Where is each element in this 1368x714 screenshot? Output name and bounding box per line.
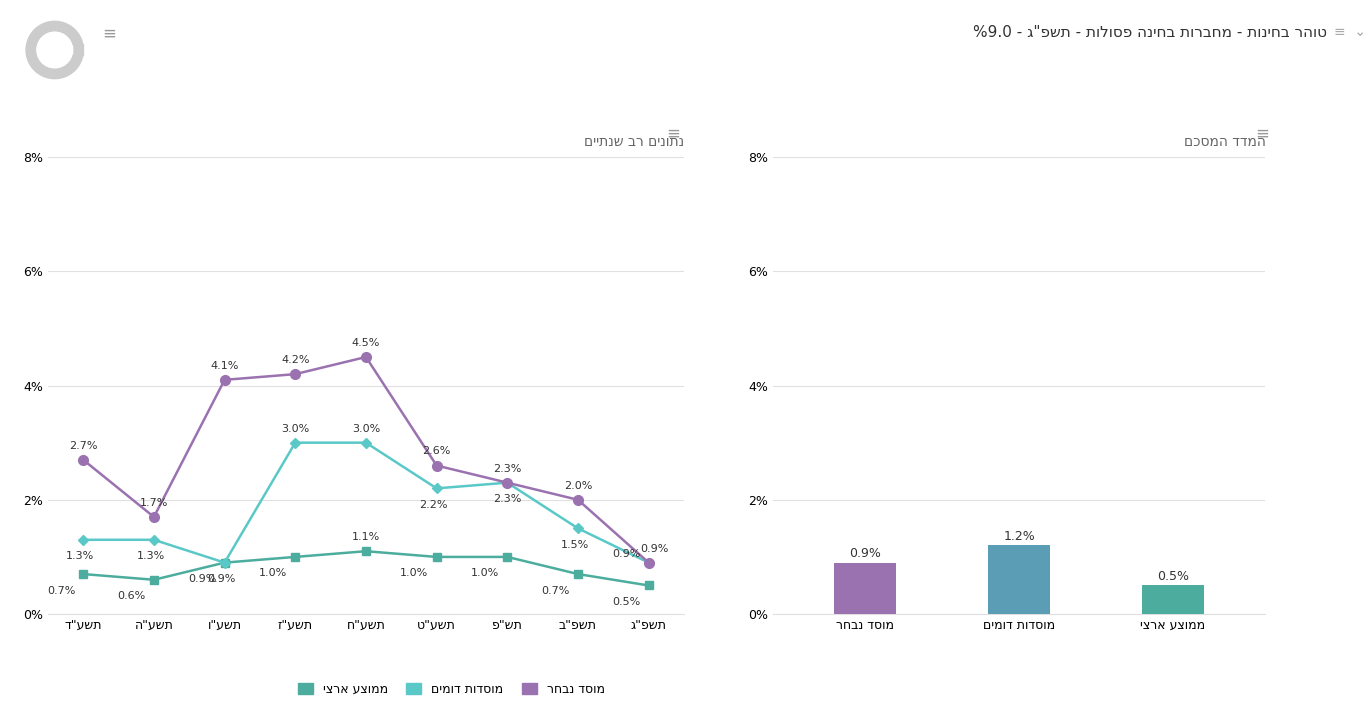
- Text: 2.7%: 2.7%: [68, 441, 97, 451]
- Text: 1.0%: 1.0%: [471, 568, 499, 578]
- Text: ≡: ≡: [1256, 125, 1270, 143]
- Text: 0.9%: 0.9%: [613, 549, 640, 559]
- Text: 3.0%: 3.0%: [282, 423, 309, 433]
- Text: 2.6%: 2.6%: [423, 446, 451, 456]
- Text: ≡: ≡: [103, 25, 116, 43]
- Text: םייתנש בר םינותנ: םייתנש בר םינותנ: [584, 135, 684, 149]
- Text: 1.0%: 1.0%: [259, 568, 287, 578]
- Text: %9.0 - ג"פשת - תולוספ הניחב תורבחמ - תוניחב רהוט: %9.0 - ג"פשת - תולוספ הניחב תורבחמ - תונ…: [973, 25, 1327, 40]
- Text: 0.5%: 0.5%: [613, 597, 640, 607]
- Text: 4.2%: 4.2%: [280, 355, 309, 365]
- Text: 0.9%: 0.9%: [189, 574, 216, 584]
- Text: 0.5%: 0.5%: [1157, 570, 1189, 583]
- Text: 3.0%: 3.0%: [352, 423, 380, 433]
- Text: 0.7%: 0.7%: [542, 585, 570, 595]
- Text: ≡  ⌄: ≡ ⌄: [1334, 25, 1365, 39]
- Text: 2.3%: 2.3%: [492, 494, 521, 504]
- Text: 2.0%: 2.0%: [564, 481, 592, 491]
- Text: 0.9%: 0.9%: [640, 543, 669, 553]
- Text: 0.6%: 0.6%: [118, 591, 146, 601]
- Text: 1.2%: 1.2%: [1003, 530, 1036, 543]
- Text: 1.7%: 1.7%: [140, 498, 168, 508]
- Bar: [1142, 585, 1204, 614]
- Bar: [988, 545, 1051, 614]
- Bar: [834, 563, 896, 614]
- Text: םכסמה דדמה: םכסמה דדמה: [1183, 135, 1265, 149]
- Text: 1.5%: 1.5%: [561, 540, 590, 550]
- Legend: יצרא עצוממ, םימוד תודסומ, רחבנ דסומ: יצרא עצוממ, םימוד תודסומ, רחבנ דסומ: [293, 678, 610, 700]
- Text: ≡: ≡: [666, 125, 680, 143]
- Text: 4.1%: 4.1%: [211, 361, 239, 371]
- Text: 2.3%: 2.3%: [492, 463, 521, 473]
- Text: 1.3%: 1.3%: [137, 551, 166, 561]
- Text: 1.0%: 1.0%: [401, 568, 428, 578]
- Text: 2.2%: 2.2%: [420, 500, 449, 510]
- Text: 4.5%: 4.5%: [352, 338, 380, 348]
- Text: 1.3%: 1.3%: [66, 551, 94, 561]
- Text: 1.1%: 1.1%: [352, 532, 380, 542]
- Text: 0.9%: 0.9%: [850, 547, 881, 560]
- Text: 0.7%: 0.7%: [47, 585, 75, 595]
- Text: 0.9%: 0.9%: [208, 574, 237, 584]
